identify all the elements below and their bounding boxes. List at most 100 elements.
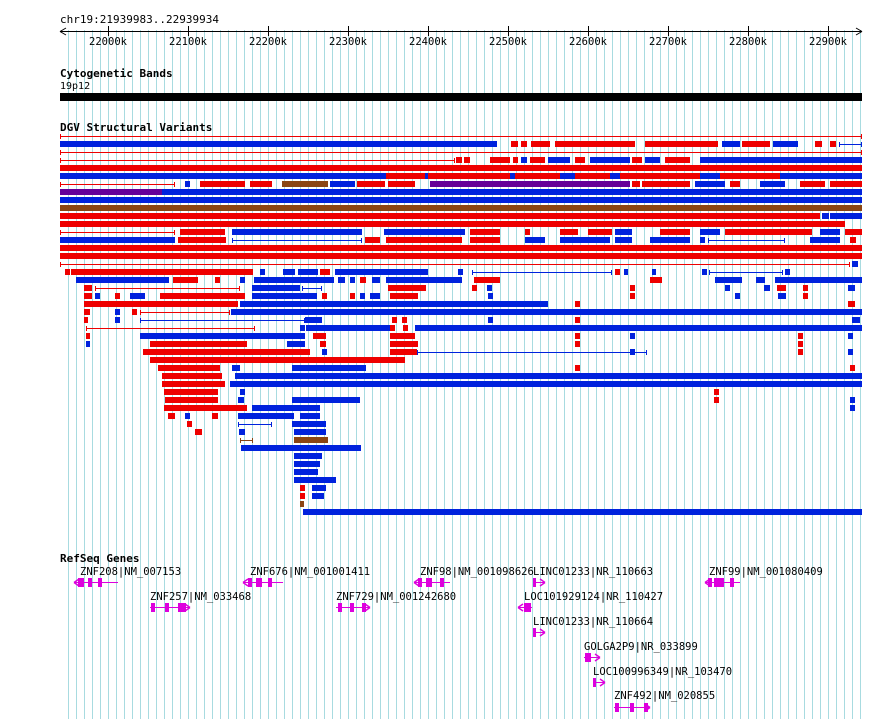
dgv-variant-loss-213: [292, 397, 360, 403]
dgv-variant-gain-188: [390, 341, 418, 347]
dgv-variant-loss-81: [525, 237, 545, 243]
gene-exon-linc01233-a-0: [533, 578, 536, 587]
dgv-variant-loss-233: [294, 453, 322, 459]
dgv-variant-loss-157: [115, 309, 120, 315]
dgv-variant-loss-27: [700, 157, 862, 163]
gene-label-znf257[interactable]: ZNF257|NM_033468: [150, 591, 252, 603]
dgv-variant-gain-118: [474, 277, 500, 283]
dgv-variant-loss-99: [335, 269, 428, 275]
gene-label-znf492[interactable]: ZNF492|NM_020855: [614, 690, 716, 702]
dgv-variant-loss-183: [848, 333, 853, 339]
dgv-variant-gain-154: [575, 301, 580, 307]
dgv-variant-gain-51: [800, 181, 825, 187]
dgv-variant-loss-236: [294, 477, 336, 483]
gene-label-linc01233-b[interactable]: LINC01233|NR_110664: [533, 616, 654, 628]
dgv-variant-gain-72: [725, 229, 812, 235]
dgv-variant-gain-140: [160, 293, 245, 299]
dgv-variant-gain-198: [150, 357, 405, 363]
gene-strand-arrow-golga2p9: [594, 653, 601, 662]
dgv-variant-loss-69: [615, 229, 632, 235]
gene-exon-loc101929124-0: [524, 603, 531, 612]
dgv-variant-gainloss-41: [282, 181, 328, 187]
dgv-variant-gain-94: [71, 269, 253, 275]
dgv-variant-loss-162: [115, 317, 120, 323]
dgv-variant-loss-226: [292, 421, 326, 427]
dgv-variant-gain-179: [390, 333, 415, 339]
dgv-variant-loss-145: [370, 293, 380, 299]
gene-label-znf99[interactable]: ZNF99|NM_001080409: [709, 566, 823, 578]
dgv-variant-loss-235: [294, 469, 318, 475]
dgv-variant-loss-105: [702, 269, 707, 275]
dgv-variant-loss-169: [852, 317, 860, 323]
dgv-variant-loss-75: [60, 237, 175, 243]
refseq-track-title: RefSeq Genes: [60, 552, 140, 565]
dgv-variant-loss-160: [231, 309, 862, 315]
dgv-variant-gain-79: [386, 237, 462, 243]
gene-label-loc100996349[interactable]: LOC100996349|NR_103470: [593, 666, 733, 678]
gene-exon-loc100996349-0: [593, 678, 596, 687]
dgv-variant-gain-115: [360, 277, 366, 283]
gene-exon-znf492-1: [630, 703, 634, 712]
dgv-variant-loss-82: [560, 237, 610, 243]
dgv-variant-loss-129: [487, 285, 492, 291]
dgv-variant-gain-156: [84, 309, 90, 315]
dgv-variant-gainloss-241: [300, 501, 304, 507]
dgv-variant-loss-108: [76, 277, 169, 283]
dgv-variant-gain-136: [84, 293, 92, 299]
dgv-variant-gain-20: [530, 157, 545, 163]
dgv-variant-loss-207: [230, 381, 862, 387]
dgv-variant-loss-111: [240, 277, 245, 283]
dgv-variant-gain-239: [300, 493, 305, 499]
gene-label-znf676[interactable]: ZNF676|NM_001001411: [250, 566, 371, 578]
dgv-variant-gain-47: [642, 181, 690, 187]
dgv-variant-loss-228: [239, 429, 245, 435]
dgv-variant-gain-190: [798, 341, 803, 347]
dgv-variant-gain-98: [320, 269, 330, 275]
dgv-variant-gain-227: [195, 429, 202, 435]
dgv-variant-gain-216: [164, 405, 247, 411]
gene-label-znf729[interactable]: ZNF729|NM_001242680: [336, 591, 457, 603]
dgv-variant-gain-202: [575, 365, 580, 371]
dgv-variant-gain-208: [164, 389, 218, 395]
gene-exon-znf98-1: [426, 578, 432, 587]
dgv-variant-gain-191: [143, 349, 310, 355]
dgv-variant-gain-3: [521, 141, 527, 147]
dgv-variant-loss-103: [624, 269, 628, 275]
gene-strand-arrow-znf99: [704, 578, 711, 587]
dgv-variant-gain-52: [830, 181, 862, 187]
gene-exon-linc01233-b-0: [533, 628, 536, 637]
dgv-variant-gain-26: [665, 157, 690, 163]
dgv-variant-loss-150: [778, 293, 786, 299]
dgv-variant-gain-219: [168, 413, 175, 419]
ruler-tick-label-22100k: 22100k: [169, 36, 208, 48]
dgv-variant-gain-165: [392, 317, 397, 323]
dgv-variant-gain-109: [173, 277, 198, 283]
dgv-variant-loss-117: [386, 277, 462, 283]
dgv-variant-loss-59: [830, 213, 862, 219]
dgv-variant-gain-49: [730, 181, 740, 187]
dgv-variant-loss-25: [645, 157, 660, 163]
dgv-variant-gain-146: [390, 293, 418, 299]
gene-label-golga2p9[interactable]: GOLGA2P9|NR_033899: [584, 641, 698, 653]
dgv-variant-loss-87: [810, 237, 840, 243]
dgv-variant-gain-65: [470, 229, 500, 235]
dgv-variant-gain-34: [575, 173, 610, 179]
gene-label-linc01233-a[interactable]: LINC01233|NR_110663: [533, 566, 654, 578]
dgv-variant-gain-133: [777, 285, 786, 291]
gene-label-znf208[interactable]: ZNF208|NM_007153: [80, 566, 182, 578]
gene-label-znf98[interactable]: ZNF98|NM_001098626: [420, 566, 534, 578]
dgv-variant-loss-113: [338, 277, 345, 283]
dgv-variant-gain-93: [65, 269, 70, 275]
dgv-variant-gain-28: [60, 165, 862, 171]
gene-exon-znf208-0: [78, 578, 84, 587]
dgv-variant-gain-32: [428, 173, 510, 179]
gene-label-loc101929124[interactable]: LOC101929124|NR_110427: [524, 591, 664, 603]
dgv-variant-loss-95: [260, 269, 265, 275]
dgv-variant-gain-176: [86, 333, 90, 339]
dgv-variant-loss-242: [303, 509, 862, 515]
dgv-variant-loss-184: [86, 341, 90, 347]
dgv-variant-loss-97: [298, 269, 318, 275]
gene-exon-znf729-0: [338, 603, 342, 612]
dgv-variant-gain-152: [84, 301, 238, 307]
